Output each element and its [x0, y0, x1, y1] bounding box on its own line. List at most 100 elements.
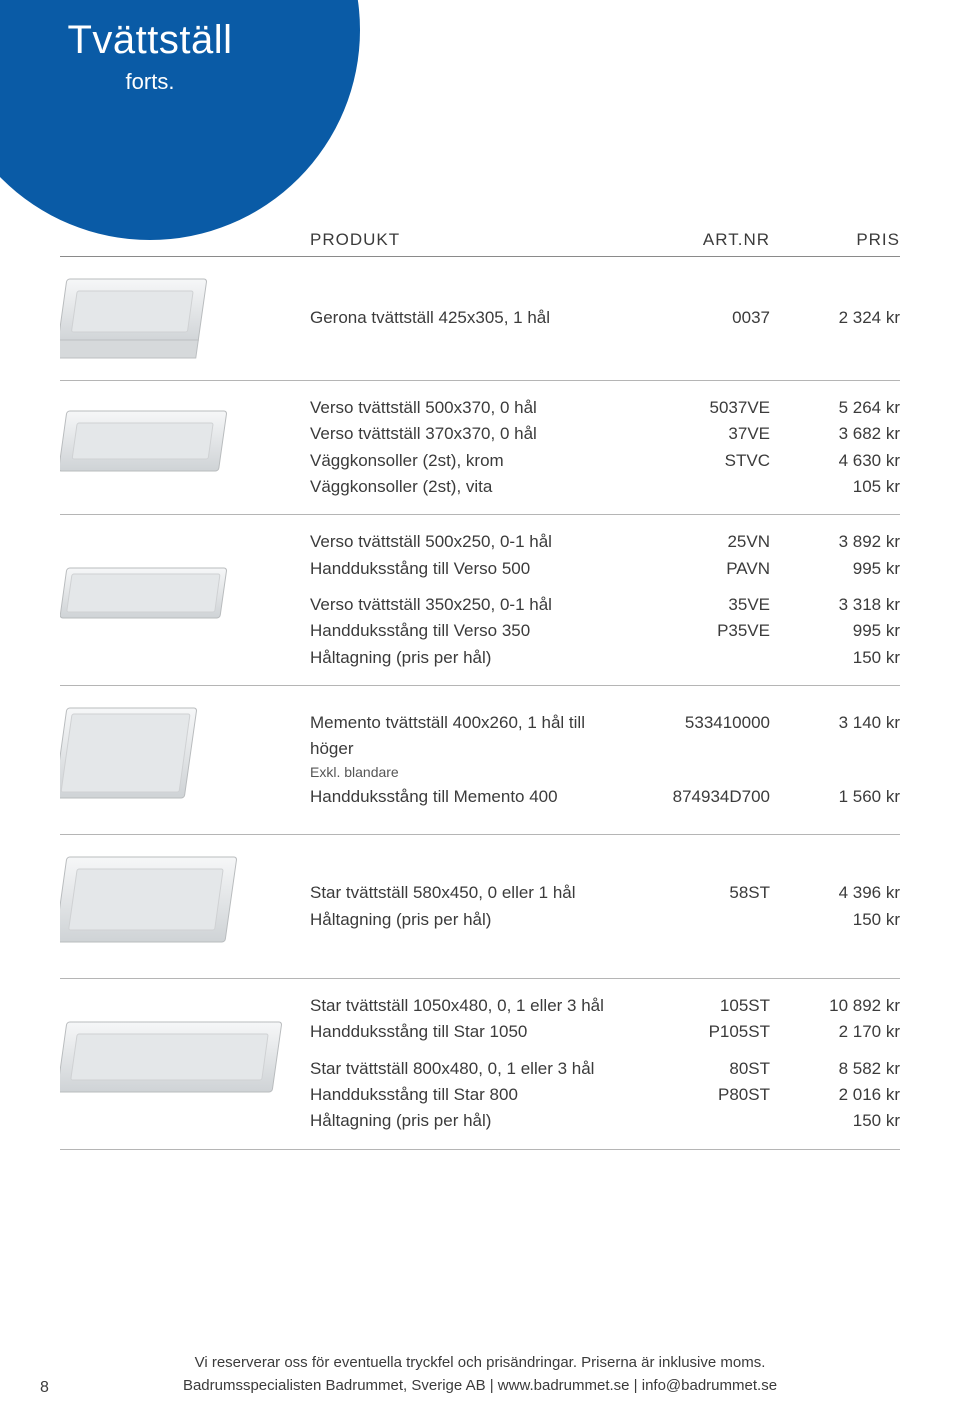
header-product: PRODUKT	[310, 230, 620, 250]
footer-line1: Vi reserverar oss för eventuella tryckfe…	[0, 1352, 960, 1375]
cell-product: Handduksstång till Star 1050	[310, 1019, 620, 1045]
cell-artnr: 0037	[620, 305, 770, 331]
cell-artnr	[620, 474, 770, 500]
product-rows: Memento tvättställ 400x260, 1 hål till h…	[310, 710, 900, 811]
cell-price: 4 630 kr	[770, 448, 900, 474]
cell-artnr: P105ST	[620, 1019, 770, 1045]
table-row: Handduksstång till Verso 500PAVN995 kr	[310, 556, 900, 582]
cell-price: 105 kr	[770, 474, 900, 500]
table-row: Väggkonsoller (2st), kromSTVC4 630 kr	[310, 448, 900, 474]
table-header-row: PRODUKT ART.NR PRIS	[60, 230, 900, 257]
cell-artnr: 533410000	[620, 710, 770, 763]
header-circle: Tvättställ forts.	[0, 0, 360, 240]
product-image	[60, 271, 310, 366]
cell-artnr: 80ST	[620, 1056, 770, 1082]
header-spacer	[60, 230, 310, 250]
cell-artnr: 58ST	[620, 880, 770, 906]
table-row: Handduksstång till Memento 400874934D700…	[310, 784, 900, 810]
cell-product: Verso tvättställ 500x370, 0 hål	[310, 395, 620, 421]
cell-artnr	[620, 762, 770, 784]
product-rows: Verso tvättställ 500x370, 0 hål5037VE5 2…	[310, 395, 900, 500]
cell-price: 150 kr	[770, 1108, 900, 1134]
cell-product: Verso tvättställ 500x250, 0-1 hål	[310, 529, 620, 555]
cell-artnr: 35VE	[620, 592, 770, 618]
table-row: Star tvättställ 580x450, 0 eller 1 hål58…	[310, 880, 900, 906]
cell-product: Håltagning (pris per hål)	[310, 1108, 620, 1134]
cell-product: Handduksstång till Verso 500	[310, 556, 620, 582]
product-image	[60, 1014, 310, 1114]
product-rows: Verso tvättställ 500x250, 0-1 hål25VN3 8…	[310, 529, 900, 671]
cell-artnr: STVC	[620, 448, 770, 474]
footer-line2: Badrumsspecialisten Badrummet, Sverige A…	[0, 1375, 960, 1398]
cell-product: Håltagning (pris per hål)	[310, 645, 620, 671]
product-image	[60, 700, 310, 820]
page-title: Tvättställ	[67, 18, 232, 63]
header-price: PRIS	[770, 230, 900, 250]
footer: Vi reserverar oss för eventuella tryckfe…	[0, 1352, 960, 1397]
cell-artnr: P35VE	[620, 618, 770, 644]
content-area: PRODUKT ART.NR PRIS Gerona tvättställ 42…	[60, 230, 900, 1150]
product-image	[60, 849, 310, 964]
cell-product: Verso tvättställ 350x250, 0-1 hål	[310, 592, 620, 618]
row-gap	[310, 1046, 900, 1056]
cell-artnr	[620, 645, 770, 671]
cell-price: 3 318 kr	[770, 592, 900, 618]
table-row: Handduksstång till Verso 350P35VE995 kr	[310, 618, 900, 644]
cell-price: 2 324 kr	[770, 305, 900, 331]
cell-product: Handduksstång till Memento 400	[310, 784, 620, 810]
cell-product: Exkl. blandare	[310, 762, 620, 784]
cell-product: Verso tvättställ 370x370, 0 hål	[310, 421, 620, 447]
cell-price: 10 892 kr	[770, 993, 900, 1019]
cell-product: Handduksstång till Star 800	[310, 1082, 620, 1108]
cell-price: 995 kr	[770, 618, 900, 644]
table-row: Star tvättställ 800x480, 0, 1 eller 3 hå…	[310, 1056, 900, 1082]
cell-artnr: 105ST	[620, 993, 770, 1019]
cell-artnr: 5037VE	[620, 395, 770, 421]
cell-product: Väggkonsoller (2st), krom	[310, 448, 620, 474]
header-artnr: ART.NR	[620, 230, 770, 250]
cell-price: 150 kr	[770, 907, 900, 933]
cell-product: Memento tvättställ 400x260, 1 hål till h…	[310, 710, 620, 763]
table-row: Håltagning (pris per hål) 150 kr	[310, 907, 900, 933]
row-gap	[310, 582, 900, 592]
cell-price: 5 264 kr	[770, 395, 900, 421]
table-row: Gerona tvättställ 425x305, 1 hål00372 32…	[310, 305, 900, 331]
product-section: Memento tvättställ 400x260, 1 hål till h…	[60, 686, 900, 835]
table-row: Handduksstång till Star 800P80ST2 016 kr	[310, 1082, 900, 1108]
cell-price: 2 170 kr	[770, 1019, 900, 1045]
page-subtitle: forts.	[126, 69, 175, 95]
table-row: Verso tvättställ 500x370, 0 hål5037VE5 2…	[310, 395, 900, 421]
cell-price: 2 016 kr	[770, 1082, 900, 1108]
cell-price: 3 140 kr	[770, 710, 900, 763]
product-image	[60, 560, 310, 640]
cell-artnr: 25VN	[620, 529, 770, 555]
cell-price: 8 582 kr	[770, 1056, 900, 1082]
product-section: Verso tvättställ 500x370, 0 hål5037VE5 2…	[60, 381, 900, 515]
table-row: Exkl. blandare	[310, 762, 900, 784]
cell-product: Star tvättställ 580x450, 0 eller 1 hål	[310, 880, 620, 906]
cell-artnr	[620, 907, 770, 933]
cell-price: 3 682 kr	[770, 421, 900, 447]
cell-price	[770, 762, 900, 784]
table-row: Verso tvättställ 500x250, 0-1 hål25VN3 8…	[310, 529, 900, 555]
cell-product: Star tvättställ 1050x480, 0, 1 eller 3 h…	[310, 993, 620, 1019]
cell-product: Gerona tvättställ 425x305, 1 hål	[310, 305, 620, 331]
table-row: Memento tvättställ 400x260, 1 hål till h…	[310, 710, 900, 763]
cell-product: Star tvättställ 800x480, 0, 1 eller 3 hå…	[310, 1056, 620, 1082]
cell-artnr: 874934D700	[620, 784, 770, 810]
cell-price: 150 kr	[770, 645, 900, 671]
product-rows: Star tvättställ 580x450, 0 eller 1 hål58…	[310, 880, 900, 933]
cell-artnr	[620, 1108, 770, 1134]
cell-price: 4 396 kr	[770, 880, 900, 906]
cell-product: Handduksstång till Verso 350	[310, 618, 620, 644]
table-row: Star tvättställ 1050x480, 0, 1 eller 3 h…	[310, 993, 900, 1019]
product-image	[60, 403, 310, 493]
table-row: Håltagning (pris per hål) 150 kr	[310, 645, 900, 671]
product-section: Star tvättställ 1050x480, 0, 1 eller 3 h…	[60, 979, 900, 1150]
product-section: Star tvättställ 580x450, 0 eller 1 hål58…	[60, 835, 900, 979]
cell-product: Håltagning (pris per hål)	[310, 907, 620, 933]
table-row: Håltagning (pris per hål) 150 kr	[310, 1108, 900, 1134]
table-row: Väggkonsoller (2st), vita105 kr	[310, 474, 900, 500]
cell-price: 995 kr	[770, 556, 900, 582]
product-rows: Star tvättställ 1050x480, 0, 1 eller 3 h…	[310, 993, 900, 1135]
